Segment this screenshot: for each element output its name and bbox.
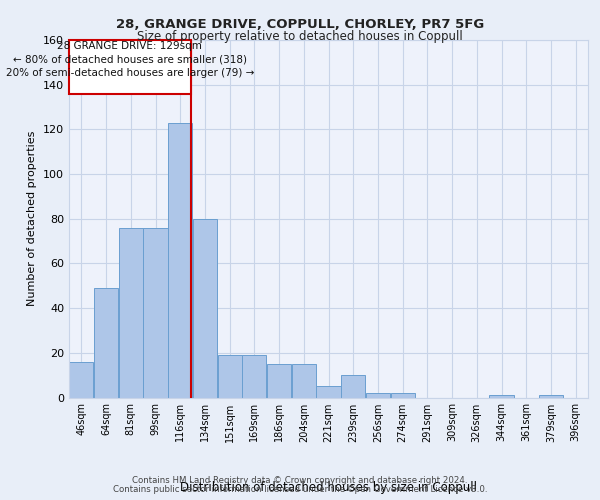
Bar [539, 396, 563, 398]
Y-axis label: Number of detached properties: Number of detached properties [28, 131, 37, 306]
Bar [366, 393, 390, 398]
Text: ← 80% of detached houses are smaller (318): ← 80% of detached houses are smaller (31… [13, 54, 247, 64]
Bar [119, 228, 143, 398]
Bar [490, 396, 514, 398]
Bar [267, 364, 291, 398]
Bar [391, 393, 415, 398]
Bar [341, 375, 365, 398]
Text: 20% of semi-detached houses are larger (79) →: 20% of semi-detached houses are larger (… [5, 68, 254, 78]
Bar [292, 364, 316, 398]
Bar [193, 219, 217, 398]
Text: 28 GRANGE DRIVE: 129sqm: 28 GRANGE DRIVE: 129sqm [58, 42, 202, 51]
Text: Size of property relative to detached houses in Coppull: Size of property relative to detached ho… [137, 30, 463, 43]
Bar [168, 122, 192, 398]
Bar [70, 362, 94, 398]
X-axis label: Distribution of detached houses by size in Coppull: Distribution of detached houses by size … [180, 480, 477, 494]
Bar [316, 386, 341, 398]
Bar [242, 355, 266, 398]
FancyBboxPatch shape [69, 40, 191, 94]
Text: Contains HM Land Registry data © Crown copyright and database right 2024.: Contains HM Land Registry data © Crown c… [132, 476, 468, 485]
Bar [218, 355, 242, 398]
Bar [143, 228, 167, 398]
Bar [94, 288, 118, 398]
Text: 28, GRANGE DRIVE, COPPULL, CHORLEY, PR7 5FG: 28, GRANGE DRIVE, COPPULL, CHORLEY, PR7 … [116, 18, 484, 30]
Text: Contains public sector information licensed under the Open Government Licence v3: Contains public sector information licen… [113, 484, 487, 494]
